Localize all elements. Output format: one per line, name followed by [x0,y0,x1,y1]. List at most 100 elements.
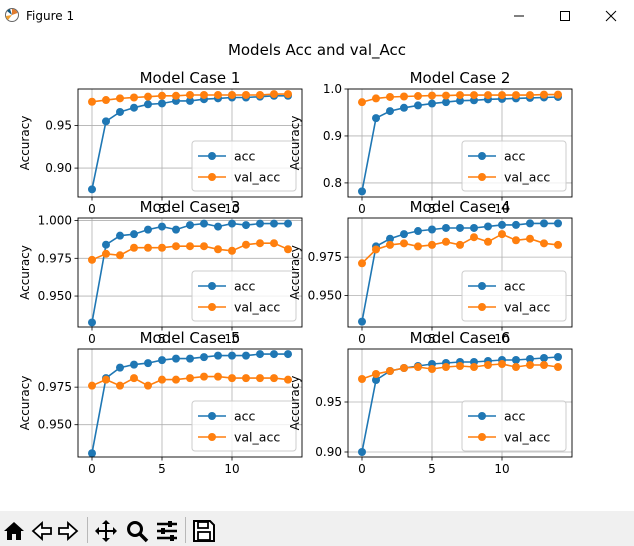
data-point-val_acc [470,233,478,242]
data-point-val_acc [214,372,222,381]
data-point-val_acc [414,363,422,371]
data-point-val_acc [456,362,464,370]
data-point-acc [228,219,236,228]
data-point-acc [172,225,180,234]
data-point-acc [372,114,380,123]
y-axis-label: Accuracy [288,245,302,300]
data-point-val_acc [540,90,548,99]
data-point-val_acc [358,98,366,107]
data-point-acc [284,219,292,228]
close-icon [605,10,617,21]
data-point-acc [358,187,366,196]
data-point-val_acc [228,90,236,99]
data-point-acc [456,96,464,105]
data-point-val_acc [428,365,436,373]
x-tick-label: 10 [494,462,509,476]
subplot-model-case-2: 0 5 10 0.8 0.9 1.0 Accuracy Model Case 2 acc val_… [288,69,573,216]
legend-box [191,140,297,192]
data-point-acc [130,360,138,369]
data-point-acc [414,227,422,236]
data-point-acc [200,219,208,228]
home-icon[interactable] [2,519,26,543]
y-tick-label: 0.95 [45,119,72,133]
legend-label-acc: acc [234,409,256,424]
data-point-val_acc [172,91,180,100]
y-tick-label: 0.950 [38,289,72,303]
subplot-model-case-4: 0 5 10 0.950 0.975 Accuracy Model Case 4 acc val… [288,198,573,346]
data-point-acc [270,350,278,359]
data-point-acc [172,354,180,363]
zoom-icon[interactable] [125,519,149,543]
data-point-val_acc [270,239,278,248]
data-point-acc [116,107,124,116]
data-point-val_acc [130,93,138,102]
data-point-val_acc [270,374,278,383]
legend-marker-val_acc [478,303,486,311]
navigation-toolbar [0,511,634,546]
data-point-val_acc [498,91,506,100]
minimize-button[interactable] [496,0,542,31]
legend-label-val_acc: val_acc [504,170,550,185]
data-point-acc [158,99,166,108]
legend-box [191,270,297,322]
data-point-acc [400,103,408,112]
data-point-val_acc [400,92,408,101]
window-titlebar: Figure 1 [0,0,634,31]
pan-icon[interactable] [94,519,118,543]
data-point-acc [214,222,222,231]
data-point-acc [456,223,464,232]
data-point-val_acc [102,375,110,384]
legend-marker-acc [208,282,216,290]
save-icon[interactable] [192,519,216,543]
data-point-val_acc [526,361,534,369]
data-point-val_acc [484,91,492,100]
data-point-val_acc [358,375,366,383]
x-tick-label: 10 [224,462,239,476]
axes-frame [77,88,303,198]
minimize-icon [514,15,524,16]
configure-subplots-icon[interactable] [155,519,179,543]
data-point-val_acc [372,245,380,254]
data-point-acc [144,359,152,368]
data-point-val_acc [512,91,520,100]
axes-frame [77,348,303,458]
data-point-val_acc [158,243,166,252]
y-tick-label: 0.8 [323,176,342,190]
data-point-acc [242,221,250,230]
legend-box [191,400,297,452]
x-tick-label: 0 [358,332,366,346]
data-point-acc [470,223,478,232]
figure-suptitle: Models Acc and val_Acc [228,41,406,60]
data-point-acc [186,221,194,230]
legend: acc val_acc [461,140,567,192]
data-point-val_acc [102,96,110,105]
x-tick-label: 10 [494,202,509,216]
x-tick-label: 0 [358,202,366,216]
data-point-val_acc [158,91,166,100]
data-point-acc [372,376,380,384]
data-point-val_acc [88,381,96,390]
data-point-val_acc [102,249,110,258]
subplot-model-case-5: 0 5 10 0.950 0.975 Accuracy Model Case 5 acc val… [18,329,303,476]
data-point-val_acc [456,91,464,100]
subplot-title: Model Case 1 [140,69,241,87]
legend: acc val_acc [191,400,297,452]
data-point-val_acc [428,91,436,100]
x-tick-label: 5 [158,332,166,346]
close-button[interactable] [588,0,634,31]
data-point-val_acc [130,374,138,383]
data-point-acc [144,225,152,234]
back-icon[interactable] [30,519,54,543]
subplot-model-case-3: 0 5 10 0.950 0.975 1.000 Accuracy Model Case 3 a… [18,198,303,346]
legend-marker-val_acc [208,303,216,311]
data-point-acc [386,107,394,116]
forward-icon[interactable] [56,519,80,543]
data-point-val_acc [442,363,450,371]
data-point-acc [186,354,194,363]
maximize-button[interactable] [542,0,588,31]
subplot-title: Model Case 2 [410,69,511,87]
data-point-acc [554,219,562,228]
data-point-val_acc [372,370,380,378]
data-point-val_acc [386,240,394,249]
